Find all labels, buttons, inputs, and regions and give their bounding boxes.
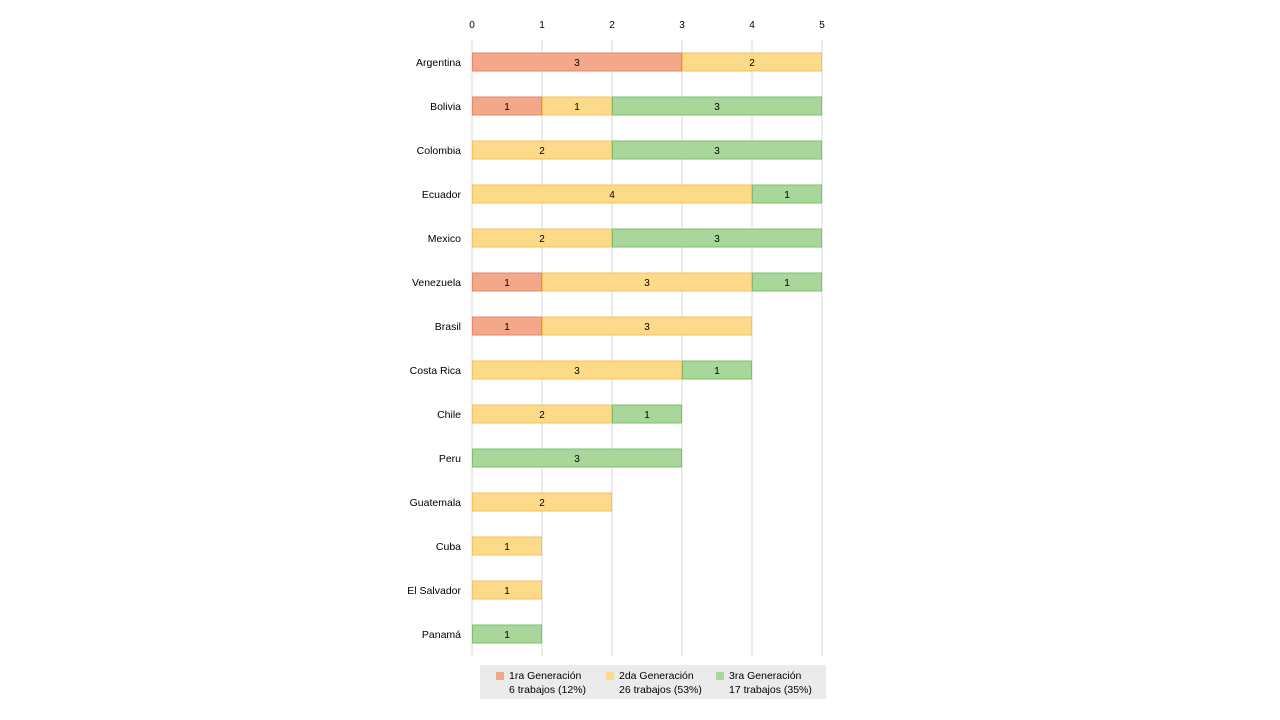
bar-segment xyxy=(472,360,682,380)
legend-item-1ra-generacion: 1ra Generación 6 trabajos (12%) xyxy=(496,669,586,697)
data-label: 1 xyxy=(504,542,510,553)
category-label: Venezuela xyxy=(412,277,461,289)
legend-swatch-1ra xyxy=(496,672,504,680)
data-label: 1 xyxy=(644,410,650,421)
data-label: 3 xyxy=(574,58,580,69)
data-label: 1 xyxy=(784,190,790,201)
bars xyxy=(472,52,822,644)
data-label: 2 xyxy=(539,498,545,509)
category-label: Colombia xyxy=(417,145,462,157)
legend-series-summary: 6 trabajos (12%) xyxy=(509,684,587,696)
category-label: Panamá xyxy=(422,629,461,641)
x-tick-label: 2 xyxy=(609,20,615,31)
bar-segment xyxy=(682,52,822,72)
bar-segment xyxy=(612,140,822,160)
bar-segment xyxy=(472,272,542,292)
data-label: 3 xyxy=(644,322,650,333)
data-label: 3 xyxy=(644,278,650,289)
data-label: 2 xyxy=(539,234,545,245)
data-label: 1 xyxy=(784,278,790,289)
bar-segment xyxy=(472,52,682,72)
bar-segment xyxy=(472,536,542,556)
bar-segment xyxy=(682,360,752,380)
bar-segment xyxy=(752,184,822,204)
legend-swatch-2da xyxy=(606,672,614,680)
legend-series-summary: 26 trabajos (53%) xyxy=(619,684,702,696)
category-label: Bolivia xyxy=(430,101,461,113)
category-label: Chile xyxy=(437,409,461,421)
data-label: 2 xyxy=(539,146,545,157)
data-labels: 3 2 1 1 3 2 3 4 1 2 3 1 3 1 1 3 3 1 2 1 3 2 1 1 1 xyxy=(504,58,790,641)
bar-segment xyxy=(472,96,542,116)
data-label: 4 xyxy=(609,190,615,201)
category-label: Costa Rica xyxy=(410,365,462,377)
legend-item-2da-generacion: 2da Generación 26 trabajos (53%) xyxy=(606,669,702,697)
category-label: Guatemala xyxy=(410,497,462,509)
legend: 1ra Generación 6 trabajos (12%) 2da Gene… xyxy=(480,665,826,699)
data-label: 3 xyxy=(574,366,580,377)
data-label: 1 xyxy=(504,278,510,289)
x-tick-label: 5 xyxy=(819,20,825,31)
x-tick-label: 1 xyxy=(539,20,545,31)
bar-segment xyxy=(612,96,822,116)
legend-swatch-3ra xyxy=(716,672,724,680)
data-label: 1 xyxy=(714,366,720,377)
category-label: Argentina xyxy=(416,57,461,69)
bar-segment xyxy=(472,448,682,468)
bar-segment xyxy=(472,228,612,248)
bar-segment xyxy=(752,272,822,292)
bar-segment xyxy=(472,404,612,424)
data-label: 1 xyxy=(574,102,580,113)
x-axis-ticks: 0 1 2 3 4 5 xyxy=(469,20,825,31)
category-label: Ecuador xyxy=(422,189,462,201)
x-tick-label: 3 xyxy=(679,20,685,31)
data-label: 1 xyxy=(504,630,510,641)
legend-series-name: 3ra Generación xyxy=(729,670,802,682)
data-label: 1 xyxy=(504,102,510,113)
data-label: 2 xyxy=(749,58,755,69)
bar-segment xyxy=(612,404,682,424)
legend-series-name: 2da Generación xyxy=(619,670,694,682)
legend-series-name: 1ra Generación xyxy=(509,670,582,682)
legend-series-summary: 17 trabajos (35%) xyxy=(729,684,812,696)
x-tick-label: 0 xyxy=(469,20,475,31)
legend-item-3ra-generacion: 3ra Generación 17 trabajos (35%) xyxy=(716,669,812,697)
bar-segment xyxy=(472,184,752,204)
stacked-bar-chart: 0 1 2 3 4 5 Argentina Bolivia Colombia Ecuador Me… xyxy=(407,20,825,656)
data-label: 3 xyxy=(714,146,720,157)
category-label: Brasil xyxy=(435,321,461,333)
bar-segment xyxy=(472,316,542,336)
bar-segment xyxy=(612,228,822,248)
bar-segment xyxy=(542,96,612,116)
bar-segment xyxy=(472,140,612,160)
bar-segment xyxy=(472,580,542,600)
bar-segment xyxy=(542,272,752,292)
category-label: Peru xyxy=(439,453,461,465)
category-labels: Argentina Bolivia Colombia Ecuador Mexico Ven… xyxy=(407,57,461,641)
bar-segment xyxy=(472,624,542,644)
data-label: 3 xyxy=(714,234,720,245)
data-label: 1 xyxy=(504,586,510,597)
category-label: Cuba xyxy=(436,541,461,553)
x-tick-label: 4 xyxy=(749,20,755,31)
data-label: 2 xyxy=(539,410,545,421)
data-label: 3 xyxy=(714,102,720,113)
data-label: 1 xyxy=(504,322,510,333)
category-label: Mexico xyxy=(428,233,461,245)
category-label: El Salvador xyxy=(407,585,461,597)
gridlines xyxy=(471,40,823,656)
data-label: 3 xyxy=(574,454,580,465)
bar-segment xyxy=(472,492,612,512)
bar-segment xyxy=(542,316,752,336)
